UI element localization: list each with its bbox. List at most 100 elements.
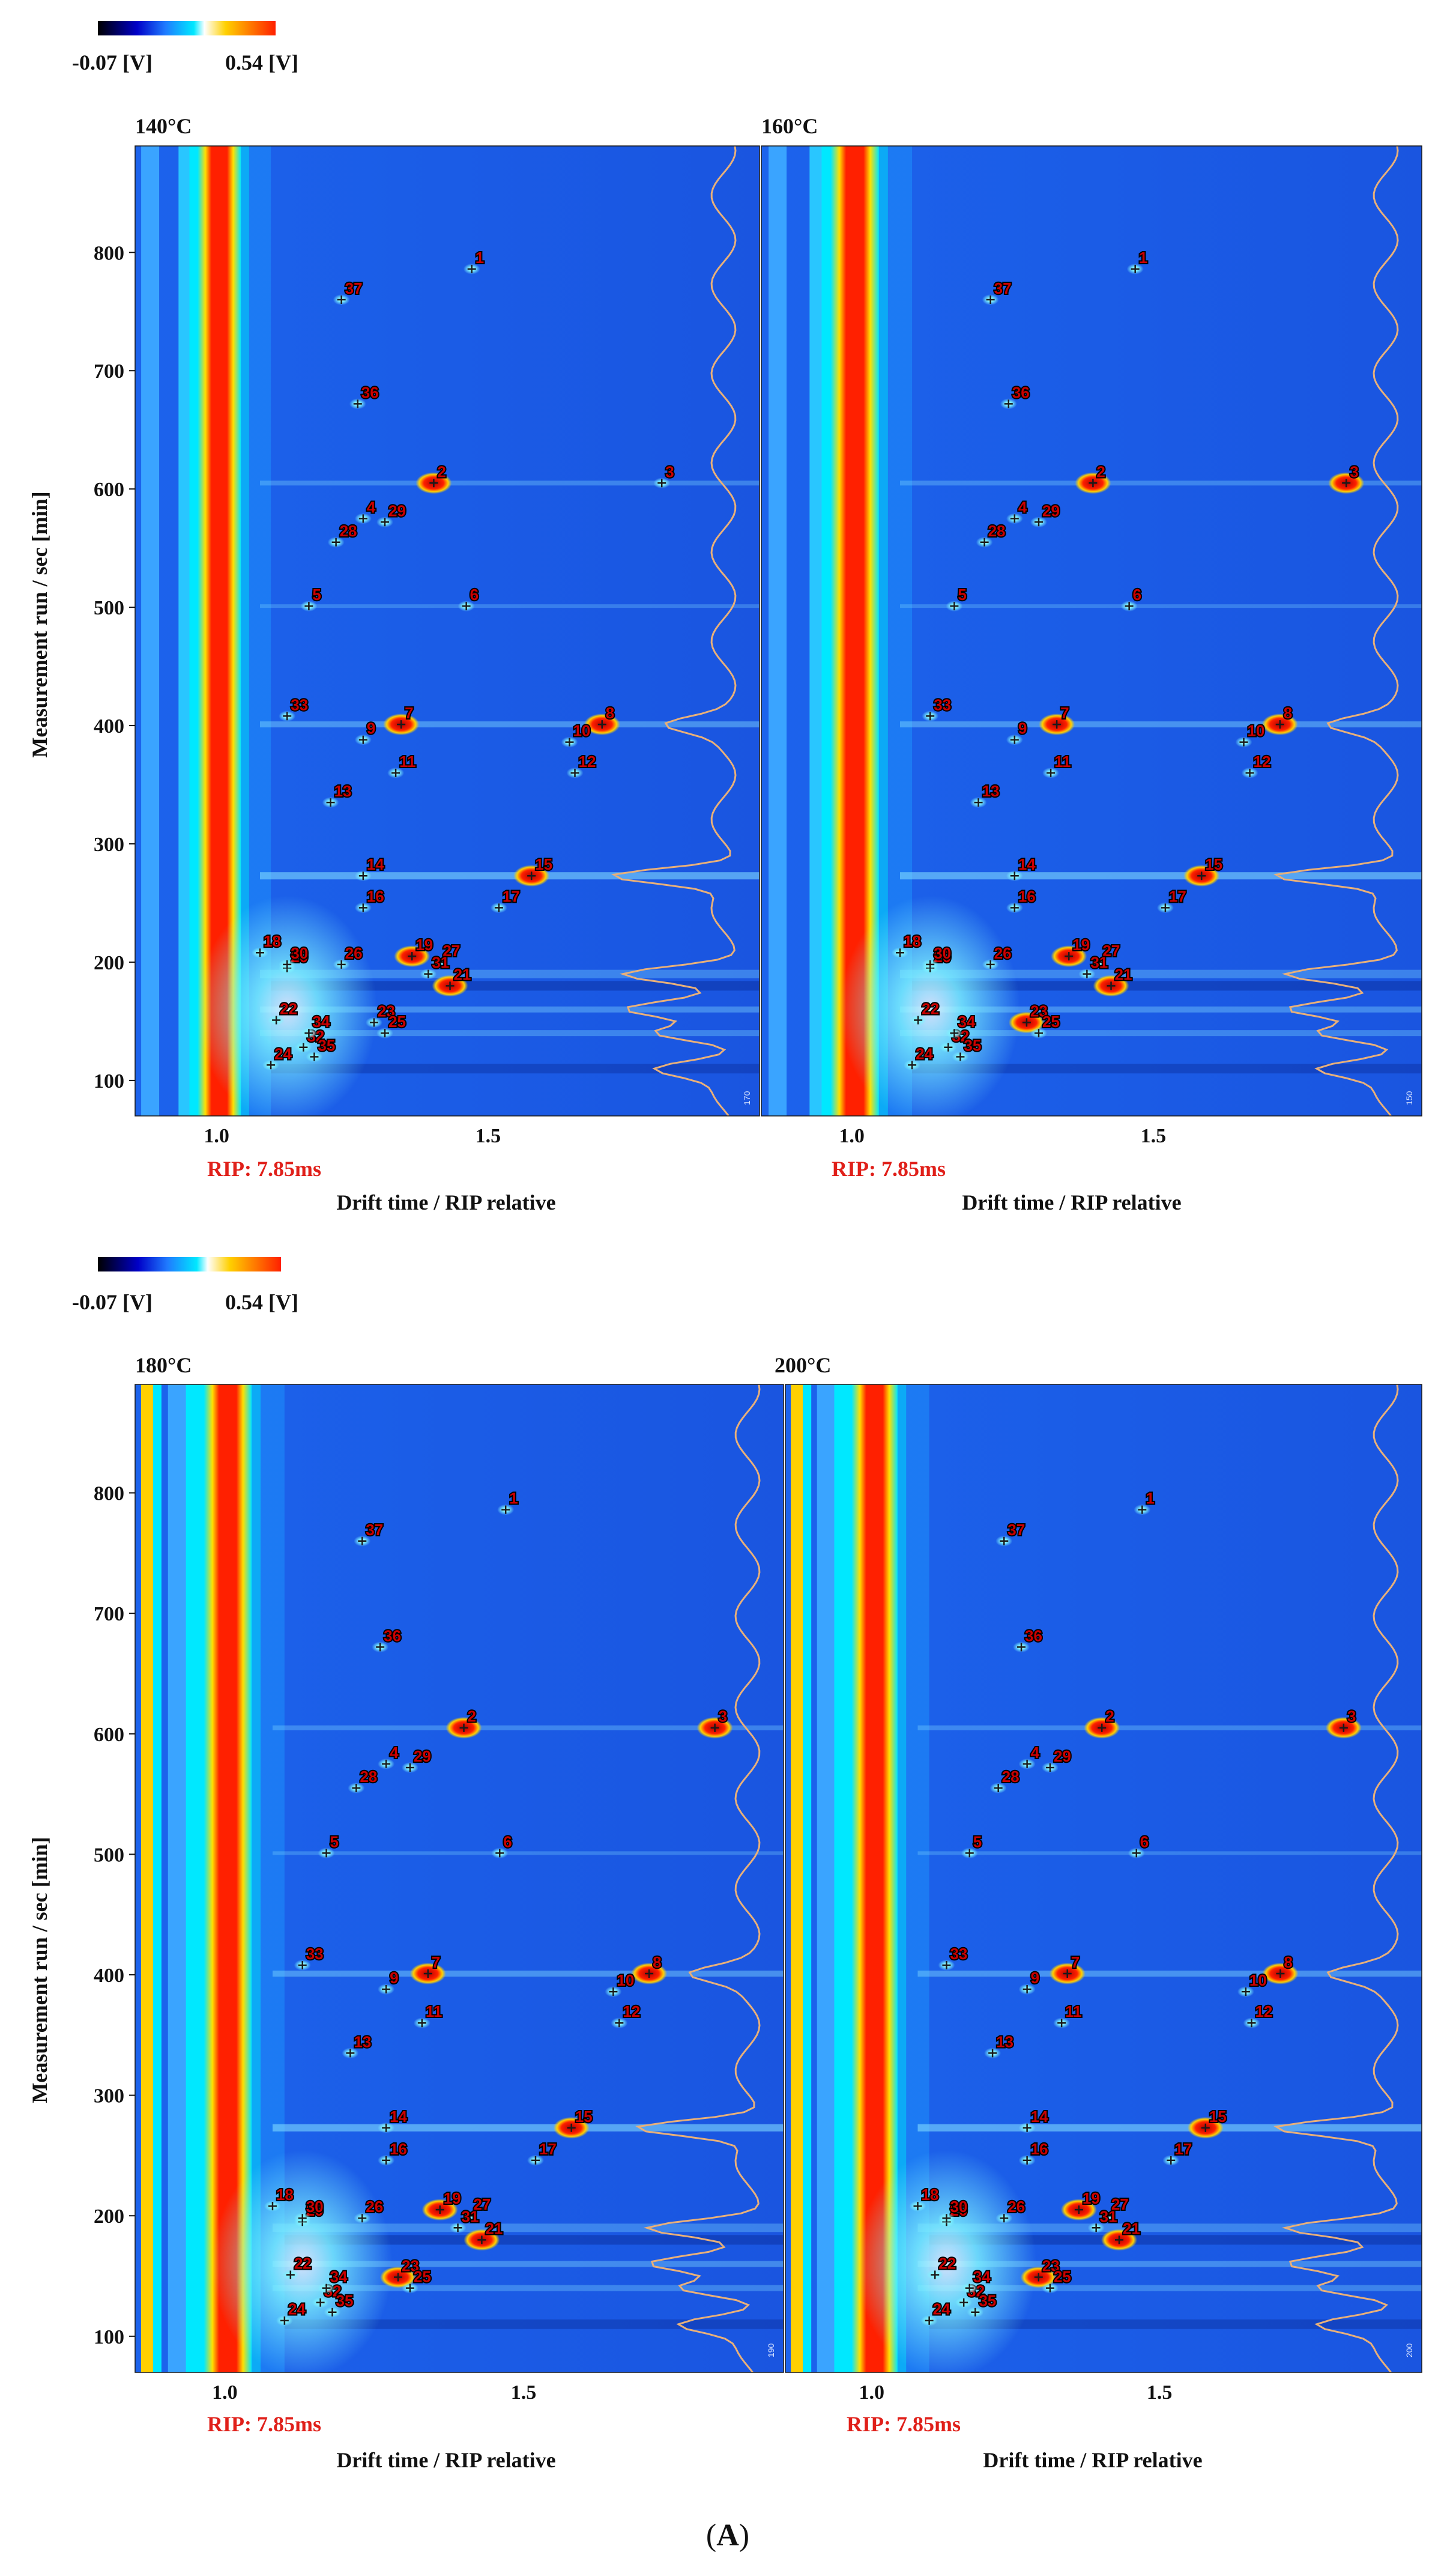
compound-label-37: 37 bbox=[345, 279, 363, 297]
compound-marker-36 bbox=[376, 1643, 385, 1652]
compound-marker-3 bbox=[1339, 1723, 1348, 1732]
compound-marker-11 bbox=[1057, 2019, 1066, 2028]
compound-label-18: 18 bbox=[921, 2186, 938, 2204]
compound-label-17: 17 bbox=[539, 2140, 557, 2158]
compound-label-10: 10 bbox=[573, 722, 590, 740]
compound-label-2: 2 bbox=[437, 462, 446, 480]
compound-label-19: 19 bbox=[415, 936, 433, 954]
compound-label-15: 15 bbox=[575, 2108, 593, 2126]
compound-marker-14 bbox=[1010, 871, 1019, 880]
compound-label-5: 5 bbox=[958, 586, 966, 604]
compound-marker-3 bbox=[710, 1723, 719, 1732]
dark-band bbox=[271, 1064, 760, 1074]
compound-label-13: 13 bbox=[996, 2032, 1013, 2050]
horizontal-streak bbox=[917, 2261, 1422, 2267]
compound-label-31: 31 bbox=[1090, 954, 1108, 972]
compound-label-13: 13 bbox=[982, 782, 1000, 800]
compound-marker-22 bbox=[272, 1016, 281, 1025]
compound-marker-24 bbox=[908, 1061, 917, 1070]
compound-label-22: 22 bbox=[294, 2255, 312, 2273]
compound-label-33: 33 bbox=[291, 696, 308, 714]
compound-label-16: 16 bbox=[1018, 887, 1036, 905]
compound-marker-14 bbox=[382, 2123, 391, 2132]
compound-label-16: 16 bbox=[367, 887, 384, 905]
y-tick-800: 800 bbox=[94, 1483, 124, 1505]
compound-label-8: 8 bbox=[653, 1953, 661, 1971]
compound-marker-7 bbox=[397, 720, 406, 729]
compound-marker-24 bbox=[280, 2316, 289, 2325]
compound-marker-12 bbox=[1247, 2019, 1256, 2028]
compound-label-4: 4 bbox=[1031, 1744, 1040, 1762]
compound-marker-25 bbox=[1035, 1029, 1043, 1038]
compound-marker-8 bbox=[1276, 1969, 1285, 1978]
compound-marker-10 bbox=[1239, 738, 1248, 747]
compound-label-12: 12 bbox=[579, 753, 596, 771]
compound-label-9: 9 bbox=[1018, 720, 1027, 738]
compound-marker-16 bbox=[1010, 903, 1019, 912]
compound-marker-34 bbox=[322, 2284, 331, 2293]
compound-marker-23 bbox=[394, 2273, 403, 2282]
compound-marker-19 bbox=[408, 952, 417, 961]
compound-label-10: 10 bbox=[617, 1971, 634, 1989]
compound-label-34: 34 bbox=[312, 1013, 330, 1031]
horizontal-streak bbox=[260, 1030, 760, 1037]
compound-marker-33 bbox=[942, 1960, 951, 1969]
compound-marker-17 bbox=[494, 903, 503, 912]
compound-marker-9 bbox=[1010, 735, 1019, 744]
y-tick-100: 100 bbox=[94, 1070, 124, 1093]
horizontal-streak bbox=[272, 2124, 784, 2132]
compound-label-2: 2 bbox=[468, 1708, 476, 1726]
dark-band bbox=[271, 981, 760, 991]
colorbar-bottom: -0.07 [V] 0.54 [V] bbox=[72, 1257, 298, 1314]
compound-label-23: 23 bbox=[378, 1002, 395, 1020]
compound-marker-15 bbox=[567, 2123, 576, 2132]
compound-label-26: 26 bbox=[366, 2198, 383, 2216]
x-axis-label-140: Drift time / RIP relative bbox=[336, 1190, 555, 1214]
y-tick-600: 600 bbox=[94, 479, 124, 501]
compound-label-36: 36 bbox=[1012, 383, 1030, 401]
caption-letter: A bbox=[716, 2518, 739, 2553]
compound-marker-12 bbox=[570, 768, 579, 777]
rip-label-180: RIP: 7.85ms bbox=[207, 2412, 321, 2436]
compound-label-21: 21 bbox=[485, 2219, 503, 2237]
baseline-streak bbox=[141, 146, 160, 1116]
compound-marker-25 bbox=[381, 1029, 389, 1038]
compound-label-24: 24 bbox=[916, 1044, 933, 1062]
panel-frame bbox=[785, 1384, 1422, 2373]
dark-band bbox=[284, 2319, 784, 2329]
compound-label-6: 6 bbox=[470, 586, 479, 604]
compound-marker-6 bbox=[1125, 602, 1134, 611]
compound-label-27: 27 bbox=[473, 2195, 491, 2213]
compound-label-6: 6 bbox=[1140, 1832, 1149, 1850]
compound-marker-16 bbox=[382, 2156, 391, 2165]
compound-label-23: 23 bbox=[1042, 2257, 1060, 2275]
compound-label-24: 24 bbox=[288, 2300, 306, 2318]
dark-band bbox=[929, 2319, 1422, 2329]
compound-label-8: 8 bbox=[606, 704, 614, 722]
compound-marker-6 bbox=[495, 1849, 504, 1858]
compound-label-31: 31 bbox=[1100, 2207, 1117, 2225]
compound-label-13: 13 bbox=[334, 782, 352, 800]
compound-marker-4 bbox=[358, 514, 367, 523]
compound-marker-6 bbox=[1132, 1849, 1141, 1858]
compound-label-33: 33 bbox=[934, 696, 951, 714]
compound-marker-24 bbox=[267, 1061, 276, 1070]
horizontal-streak bbox=[272, 1851, 784, 1855]
compound-marker-35 bbox=[971, 2308, 980, 2317]
panel-title-200: 200°C bbox=[775, 1353, 831, 1377]
rip-tail bbox=[897, 1384, 907, 2372]
horizontal-streak bbox=[900, 1030, 1422, 1037]
x-tick-1.5: 1.5 bbox=[476, 1125, 501, 1147]
compound-label-8: 8 bbox=[1284, 704, 1292, 722]
compound-marker-32 bbox=[299, 1043, 308, 1052]
rip-tail bbox=[252, 1384, 261, 2372]
x-tick-1.5: 1.5 bbox=[1147, 2381, 1173, 2404]
compound-label-4: 4 bbox=[390, 1744, 399, 1762]
compound-label-3: 3 bbox=[719, 1708, 727, 1726]
horizontal-streak bbox=[917, 1970, 1422, 1977]
compound-label-30: 30 bbox=[306, 2198, 324, 2216]
side-label: 150 bbox=[1404, 1091, 1414, 1105]
compound-label-2: 2 bbox=[1105, 1708, 1114, 1726]
